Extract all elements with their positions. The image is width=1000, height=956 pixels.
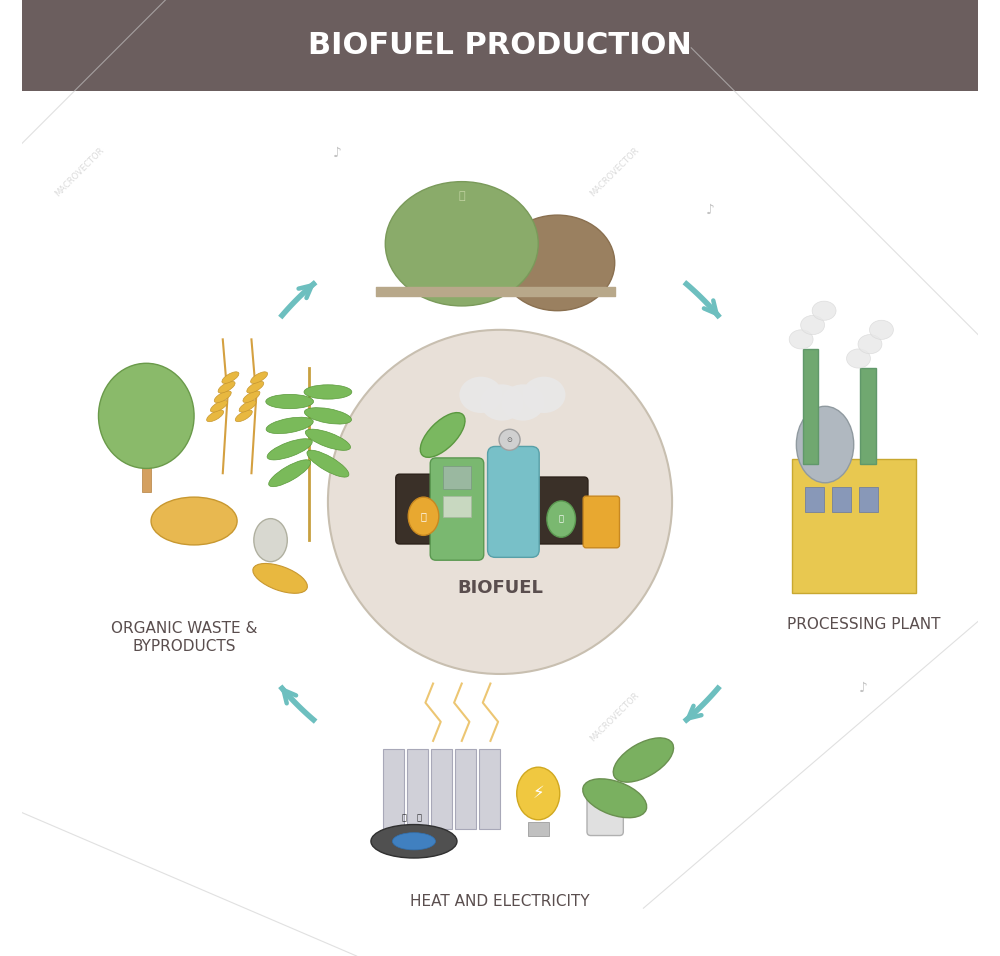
FancyBboxPatch shape (803, 349, 818, 464)
Ellipse shape (500, 215, 615, 311)
Ellipse shape (801, 315, 825, 335)
FancyBboxPatch shape (805, 487, 824, 512)
Text: ♪: ♪ (859, 682, 868, 695)
FancyBboxPatch shape (479, 749, 500, 829)
FancyBboxPatch shape (528, 822, 549, 836)
Text: ⊙: ⊙ (507, 437, 512, 443)
Ellipse shape (858, 335, 882, 354)
Ellipse shape (235, 410, 252, 422)
Ellipse shape (239, 401, 256, 412)
FancyBboxPatch shape (859, 487, 878, 512)
FancyBboxPatch shape (443, 496, 471, 517)
Text: 💧: 💧 (416, 813, 421, 822)
Ellipse shape (218, 381, 235, 393)
Ellipse shape (613, 738, 674, 782)
Text: BIOFUEL PRODUCTION: BIOFUEL PRODUCTION (308, 32, 692, 60)
FancyBboxPatch shape (583, 496, 620, 548)
Text: ⚡: ⚡ (532, 785, 544, 802)
Ellipse shape (266, 395, 314, 409)
FancyBboxPatch shape (396, 474, 451, 544)
Ellipse shape (251, 372, 268, 383)
Ellipse shape (847, 349, 870, 368)
FancyBboxPatch shape (22, 0, 978, 91)
Ellipse shape (522, 377, 565, 413)
Ellipse shape (517, 768, 560, 820)
Text: ORGANIC WASTE &
BYPRODUCTS: ORGANIC WASTE & BYPRODUCTS (111, 621, 258, 654)
Text: MACROVECTOR: MACROVECTOR (53, 145, 106, 199)
Ellipse shape (151, 497, 237, 545)
Text: 💧: 💧 (402, 813, 407, 822)
FancyBboxPatch shape (443, 466, 471, 489)
Ellipse shape (266, 417, 313, 434)
Text: 💧: 💧 (559, 514, 564, 524)
FancyBboxPatch shape (534, 477, 588, 544)
Ellipse shape (420, 413, 465, 457)
Ellipse shape (305, 429, 351, 450)
Ellipse shape (214, 391, 231, 402)
FancyBboxPatch shape (860, 368, 876, 464)
Ellipse shape (812, 301, 836, 320)
Ellipse shape (243, 391, 260, 402)
Ellipse shape (267, 439, 312, 460)
Text: ♪: ♪ (706, 204, 715, 217)
Text: HEAT AND ELECTRICITY: HEAT AND ELECTRICITY (410, 894, 590, 909)
Ellipse shape (385, 182, 538, 306)
Text: 💧: 💧 (421, 511, 426, 521)
FancyBboxPatch shape (383, 749, 404, 829)
Ellipse shape (583, 779, 647, 817)
Ellipse shape (392, 833, 435, 850)
Ellipse shape (247, 381, 264, 393)
FancyBboxPatch shape (792, 459, 916, 593)
Text: BIOFUEL: BIOFUEL (457, 579, 543, 597)
Ellipse shape (869, 320, 893, 339)
Text: ⌒: ⌒ (458, 191, 465, 201)
Text: PROCESSING PLANT: PROCESSING PLANT (787, 617, 940, 632)
Ellipse shape (207, 410, 224, 422)
Ellipse shape (480, 384, 523, 421)
Ellipse shape (222, 372, 239, 383)
Ellipse shape (796, 406, 854, 483)
FancyBboxPatch shape (142, 440, 151, 492)
Ellipse shape (501, 384, 544, 421)
FancyBboxPatch shape (832, 487, 851, 512)
Ellipse shape (210, 401, 227, 412)
Ellipse shape (499, 429, 520, 450)
Ellipse shape (459, 377, 502, 413)
Ellipse shape (789, 330, 813, 349)
FancyBboxPatch shape (488, 446, 539, 557)
Circle shape (328, 330, 672, 674)
Ellipse shape (304, 407, 351, 424)
Ellipse shape (269, 460, 311, 487)
FancyBboxPatch shape (430, 458, 484, 560)
Ellipse shape (307, 450, 349, 477)
Text: MACROVECTOR: MACROVECTOR (588, 145, 641, 199)
Ellipse shape (304, 384, 352, 399)
FancyBboxPatch shape (431, 749, 452, 829)
Ellipse shape (254, 518, 287, 562)
Text: MACROVECTOR: MACROVECTOR (588, 690, 641, 744)
Text: ♪: ♪ (333, 146, 342, 160)
Ellipse shape (371, 824, 457, 858)
Ellipse shape (547, 501, 576, 537)
Ellipse shape (98, 363, 194, 468)
Ellipse shape (253, 563, 307, 594)
Ellipse shape (408, 497, 439, 535)
FancyBboxPatch shape (407, 749, 428, 829)
FancyBboxPatch shape (455, 749, 476, 829)
FancyBboxPatch shape (587, 785, 623, 836)
Text: BIOMASS: BIOMASS (475, 335, 545, 350)
